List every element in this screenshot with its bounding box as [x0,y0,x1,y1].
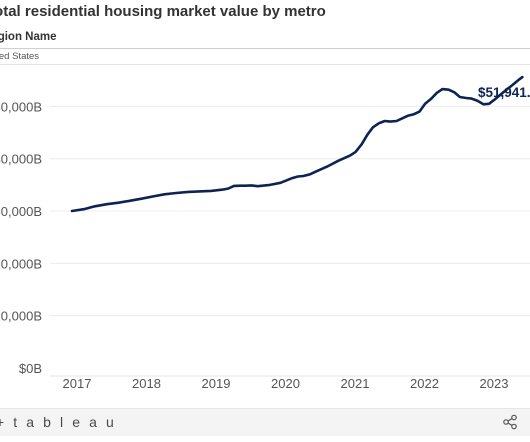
x-tick-label: 2023 [480,376,509,391]
chart-title: Total residential housing market value b… [0,3,326,20]
y-tick-label: $0B [19,361,42,376]
filter-divider [0,48,530,49]
y-tick-label: $20,000B [0,256,42,271]
filter-value[interactable]: United States [0,51,40,62]
x-tick-label: 2017 [63,376,92,391]
x-tick-label: 2021 [341,376,370,391]
line-chart: $0B $10,000B $20,000B $30,000B $40,000B $50,0… [0,75,530,391]
tableau-logo[interactable]: + t a b l e a u [0,414,117,430]
y-tick-label: $50,000B [0,99,42,114]
y-tick-label: $30,000B [0,204,42,219]
last-value-annotation: $51,941. [478,85,530,100]
y-tick-label: $10,000B [0,309,42,324]
x-tick-label: 2018 [132,376,161,391]
series-line[interactable] [70,75,524,213]
share-icon[interactable] [502,414,518,430]
x-tick-label: 2020 [271,376,300,391]
x-tick-label: 2019 [202,376,231,391]
y-tick-label: $40,000B [0,152,42,167]
x-tick-label: 2022 [410,376,439,391]
footer-toolbar: + t a b l e a u [0,408,530,436]
filter-divider-bottom [0,64,530,65]
filter-label: Region Name [0,31,57,43]
